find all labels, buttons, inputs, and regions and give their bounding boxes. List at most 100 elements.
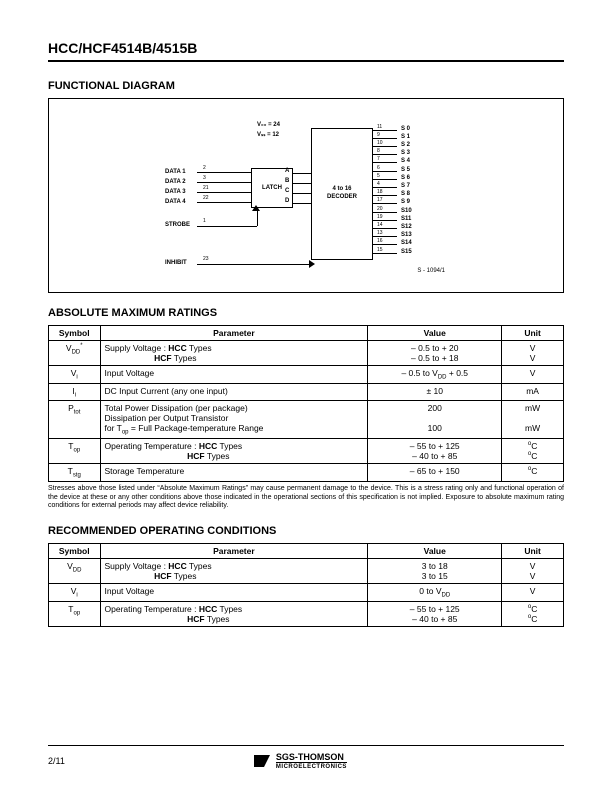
output-pin: 4 <box>377 181 380 187</box>
output-label: S13 <box>401 232 412 238</box>
table-row: TopOperating Temperature : HCC Types HCF… <box>49 601 564 626</box>
page-title: HCC/HCF4514B/4515B <box>48 40 564 56</box>
output-label: S 0 <box>401 126 410 132</box>
input-line <box>197 202 251 203</box>
page-footer: 2/11 SGS-THOMSON MICROELECTRONICS <box>48 745 564 770</box>
inhibit-label: INHIBIT <box>165 260 187 266</box>
cell-symbol: VDD <box>49 559 101 584</box>
section-abs-max-title: ABSOLUTE MAXIMUM RATINGS <box>48 307 564 319</box>
rec-op-table: Symbol Parameter Value Unit VDDSupply Vo… <box>48 543 564 627</box>
strobe-arrow <box>252 205 260 211</box>
col-symbol: Symbol <box>49 544 101 559</box>
table-row: ViInput Voltage– 0.5 to VDD + 0.5V <box>49 366 564 384</box>
col-value: Value <box>368 326 502 341</box>
col-unit: Unit <box>502 544 564 559</box>
page-number: 2/11 <box>48 756 65 766</box>
strobe-label: STROBE <box>165 222 190 228</box>
output-label: S10 <box>401 208 412 214</box>
input-pin: 2 <box>203 165 206 171</box>
output-pin: 18 <box>377 189 383 195</box>
output-line <box>373 130 397 131</box>
table-row: ViInput Voltage0 to VDDV <box>49 584 564 602</box>
footer-rule <box>48 745 564 746</box>
latch-port-d: D <box>285 198 289 204</box>
cell-parameter: Operating Temperature : HCC Types HCF Ty… <box>100 439 368 464</box>
output-line <box>373 154 397 155</box>
inhibit-line <box>197 264 311 265</box>
functional-diagram: V₀₀ = 24 Vₛₛ = 12 LATCH 4 to 16 DECODER … <box>161 116 451 276</box>
functional-diagram-frame: V₀₀ = 24 Vₛₛ = 12 LATCH 4 to 16 DECODER … <box>48 98 564 293</box>
cell-unit: V <box>502 584 564 602</box>
output-line <box>373 187 397 188</box>
cell-unit: VV <box>502 559 564 584</box>
brand-name: SGS-THOMSON <box>276 752 347 762</box>
cell-parameter: Supply Voltage : HCC Types HCF Types <box>100 559 368 584</box>
vss-label: Vₛₛ = 12 <box>257 131 279 138</box>
table-header-row: Symbol Parameter Value Unit <box>49 544 564 559</box>
input-label: DATA 1 <box>165 169 186 175</box>
conn-b <box>293 183 311 184</box>
cell-value: – 55 to + 125– 40 to + 85 <box>368 601 502 626</box>
output-pin: 7 <box>377 156 380 162</box>
cell-parameter: Operating Temperature : HCC Types HCF Ty… <box>100 601 368 626</box>
decoder-label: 4 to 16 DECODER <box>327 186 357 200</box>
cell-unit: V <box>502 366 564 384</box>
diagram-footnote: S - 1094/1 <box>417 268 445 274</box>
vdd-label: V₀₀ = 24 <box>257 122 280 128</box>
conn-a <box>293 173 311 174</box>
cell-unit: mWmW <box>502 401 564 439</box>
input-pin: 3 <box>203 175 206 181</box>
cell-value: – 55 to + 125– 40 to + 85 <box>368 439 502 464</box>
output-pin: 19 <box>377 214 383 220</box>
cell-unit: mA <box>502 383 564 401</box>
output-line <box>373 195 397 196</box>
output-label: S12 <box>401 224 412 230</box>
output-label: S 5 <box>401 167 410 173</box>
table-header-row: Symbol Parameter Value Unit <box>49 326 564 341</box>
section-rec-op-title: RECOMMENDED OPERATING CONDITIONS <box>48 525 564 537</box>
inhibit-pin: 23 <box>203 256 209 262</box>
abs-max-table: Symbol Parameter Value Unit VDD*Supply V… <box>48 325 564 482</box>
cell-symbol: Vi <box>49 366 101 384</box>
table-row: TopOperating Temperature : HCC Types HCF… <box>49 439 564 464</box>
output-pin: 5 <box>377 173 380 179</box>
cell-parameter: Storage Temperature <box>100 464 368 482</box>
output-label: S15 <box>401 249 412 255</box>
brand-sub: MICROELECTRONICS <box>276 762 347 770</box>
cell-symbol: VDD* <box>49 341 101 366</box>
cell-value: 200100 <box>368 401 502 439</box>
table-row: VDDSupply Voltage : HCC Types HCF Types3… <box>49 559 564 584</box>
output-label: S 4 <box>401 158 410 164</box>
input-label: DATA 4 <box>165 199 186 205</box>
cell-value: 0 to VDD <box>368 584 502 602</box>
col-unit: Unit <box>502 326 564 341</box>
cell-parameter: DC Input Current (any one input) <box>100 383 368 401</box>
table-row: TstgStorage Temperature– 65 to + 150oC <box>49 464 564 482</box>
output-pin: 16 <box>377 238 383 244</box>
cell-parameter: Input Voltage <box>100 366 368 384</box>
output-line <box>373 236 397 237</box>
cell-unit: VV <box>502 341 564 366</box>
inhibit-arrow <box>309 260 315 268</box>
output-label: S 8 <box>401 191 410 197</box>
input-label: DATA 3 <box>165 189 186 195</box>
cell-value: – 0.5 to + 20– 0.5 to + 18 <box>368 341 502 366</box>
input-pin: 21 <box>203 185 209 191</box>
output-pin: 14 <box>377 222 383 228</box>
cell-value: – 0.5 to VDD + 0.5 <box>368 366 502 384</box>
decoder-block: 4 to 16 DECODER <box>311 128 373 260</box>
conn-c <box>293 193 311 194</box>
output-pin: 17 <box>377 197 383 203</box>
cell-parameter: Total Power Dissipation (per package)Dis… <box>100 401 368 439</box>
output-line <box>373 138 397 139</box>
cell-symbol: Tstg <box>49 464 101 482</box>
output-label: S 2 <box>401 142 410 148</box>
input-label: DATA 2 <box>165 179 186 185</box>
output-line <box>373 212 397 213</box>
col-parameter: Parameter <box>100 544 368 559</box>
input-pin: 22 <box>203 195 209 201</box>
cell-value: – 65 to + 150 <box>368 464 502 482</box>
abs-max-note: Stresses above those listed under “Absol… <box>48 485 564 511</box>
output-label: S 3 <box>401 150 410 156</box>
col-symbol: Symbol <box>49 326 101 341</box>
